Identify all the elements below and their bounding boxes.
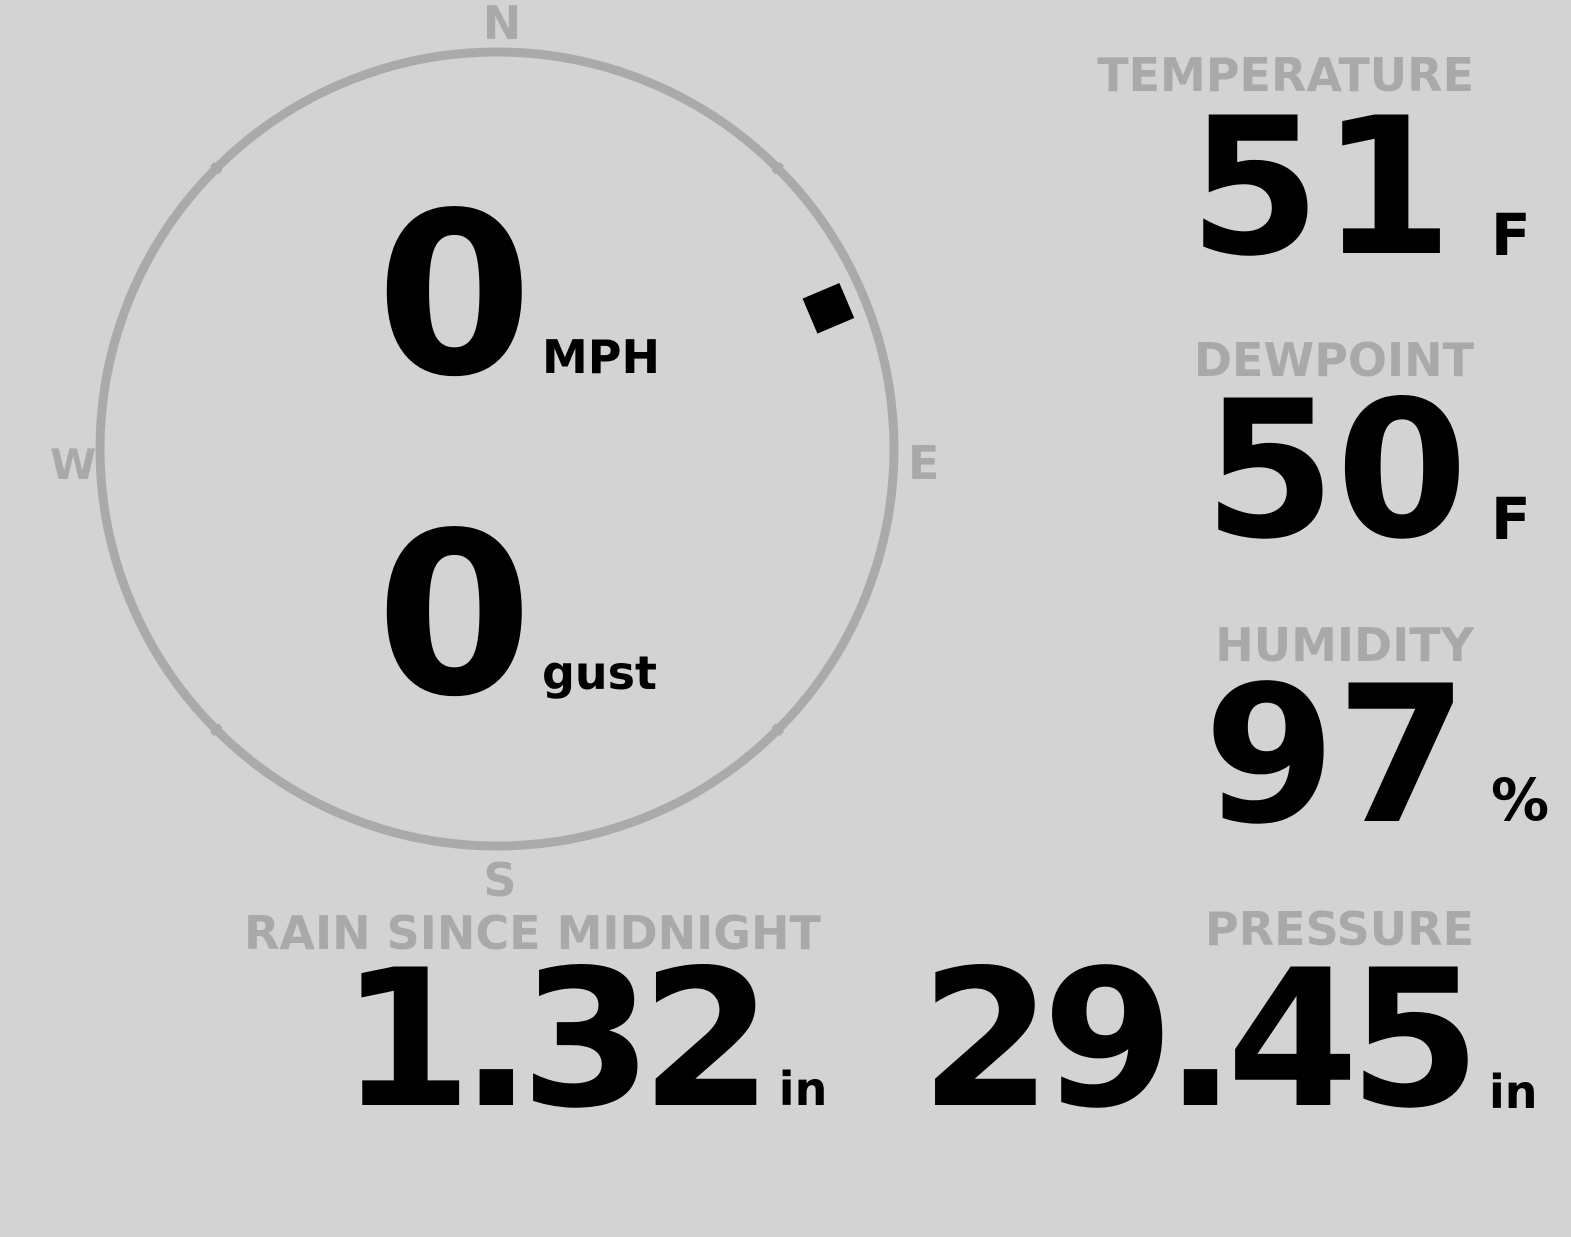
wind-gust-unit: gust: [542, 646, 658, 700]
rain-value: 1.32: [340, 929, 773, 1150]
compass-west: W: [50, 440, 97, 489]
compass-tick: [771, 161, 785, 175]
compass-ring: [95, 47, 899, 851]
wind-compass: [95, 47, 899, 851]
wind-direction-marker: [802, 283, 855, 334]
compass-north: N: [482, 0, 522, 50]
compass-east: E: [908, 436, 940, 490]
compass-tick: [771, 723, 785, 737]
dewpoint-unit: F: [1491, 485, 1531, 553]
wind-gust-value: 0: [376, 485, 533, 747]
humidity-label: HUMIDITY: [1215, 618, 1474, 672]
dewpoint-value: 50: [1203, 360, 1468, 581]
pressure-unit: in: [1489, 1065, 1538, 1119]
humidity-value: 97: [1203, 645, 1468, 866]
wind-speed-value: 0: [376, 165, 533, 427]
compass-south: S: [483, 853, 517, 907]
temperature-unit: F: [1491, 201, 1531, 269]
pressure-value: 29.45: [920, 929, 1481, 1150]
temperature-label: TEMPERATURE: [1097, 48, 1474, 102]
rain-label: RAIN SINCE MIDNIGHT: [244, 906, 821, 960]
temperature-value: 51: [1188, 77, 1453, 298]
wind-speed-unit: MPH: [542, 330, 660, 384]
compass-tick: [209, 161, 223, 175]
humidity-unit: %: [1491, 766, 1550, 834]
pressure-label: PRESSURE: [1205, 902, 1474, 956]
compass-tick: [209, 723, 223, 737]
dewpoint-label: DEWPOINT: [1193, 333, 1474, 387]
rain-reading: 1.32 in: [340, 929, 828, 1150]
rain-unit: in: [778, 1062, 828, 1116]
